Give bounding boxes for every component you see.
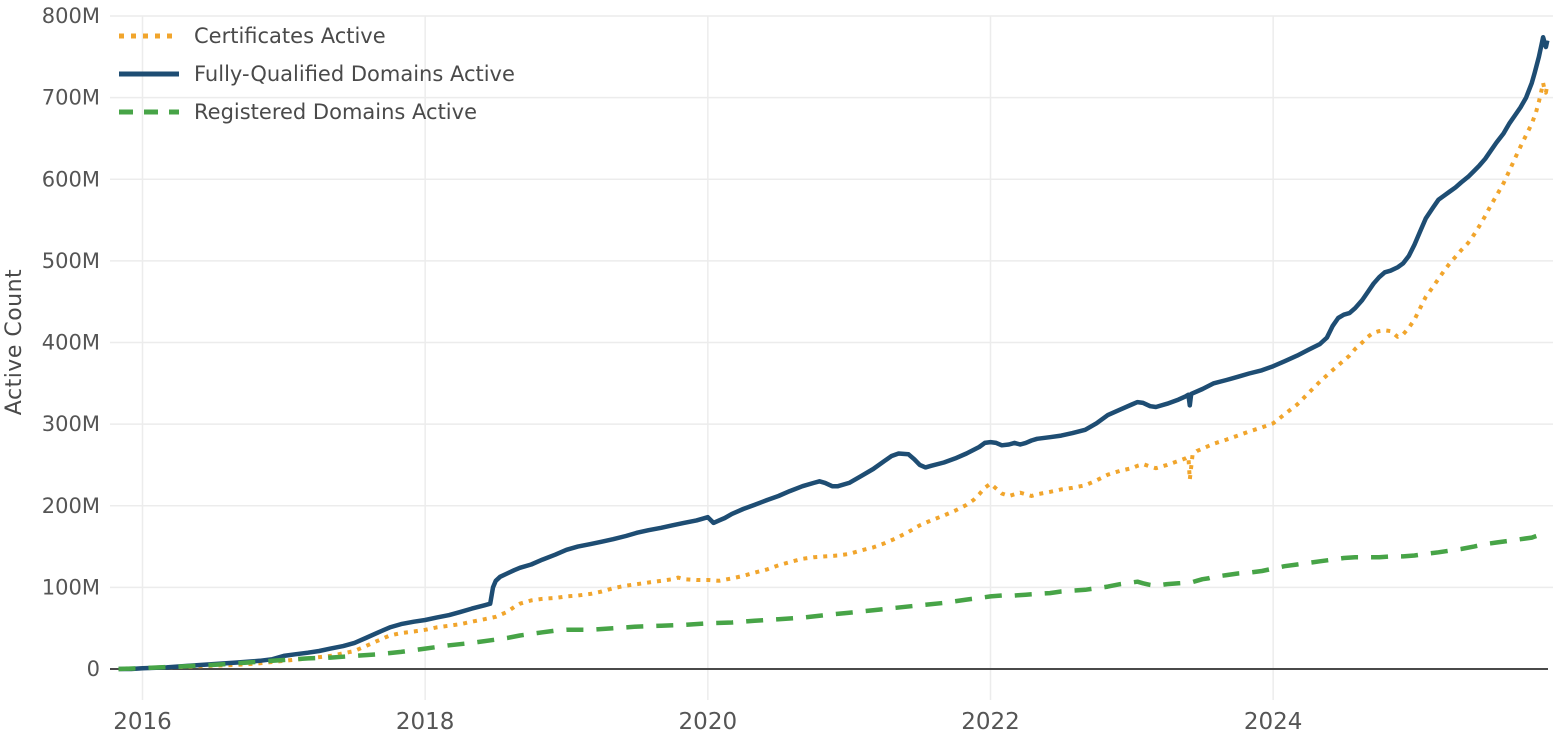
y-tick-label: 0 bbox=[87, 657, 100, 681]
x-tick-label: 2024 bbox=[1244, 709, 1303, 735]
x-tick-label: 2022 bbox=[961, 709, 1020, 735]
series-line-certificates-active bbox=[118, 80, 1550, 671]
x-tick-label: 2020 bbox=[679, 709, 738, 735]
dotted-line-icon bbox=[119, 33, 179, 39]
legend-label: Fully-Qualified Domains Active bbox=[194, 62, 515, 86]
y-tick-label: 700M bbox=[42, 86, 100, 110]
y-tick-label: 400M bbox=[42, 331, 100, 355]
x-tick-label: 2018 bbox=[396, 709, 455, 735]
legend-item-registered-domains-active: Registered Domains Active bbox=[118, 93, 515, 131]
solid-line-icon bbox=[119, 71, 179, 77]
y-tick-label: 600M bbox=[42, 167, 100, 191]
x-tick-label: 2016 bbox=[113, 709, 172, 735]
series-line-fully-qualified-domains-active bbox=[118, 34, 1550, 672]
y-tick-label: 100M bbox=[42, 575, 100, 599]
dashed-line-icon bbox=[119, 109, 179, 115]
legend-label: Registered Domains Active bbox=[194, 100, 477, 124]
legend-item-certificates-active: Certificates Active bbox=[118, 17, 515, 55]
y-tick-label: 300M bbox=[42, 412, 100, 436]
y-tick-label: 800M bbox=[42, 4, 100, 28]
legend-item-fully-qualified-domains-active: Fully-Qualified Domains Active bbox=[118, 55, 515, 93]
legend-label: Certificates Active bbox=[194, 24, 386, 48]
y-tick-label: 500M bbox=[42, 249, 100, 273]
y-axis-title: Active Count bbox=[2, 268, 27, 416]
chart-legend: Certificates Active Fully-Qualified Doma… bbox=[118, 17, 515, 131]
series-line-registered-domains-active bbox=[118, 529, 1549, 672]
y-tick-label: 200M bbox=[42, 494, 100, 518]
